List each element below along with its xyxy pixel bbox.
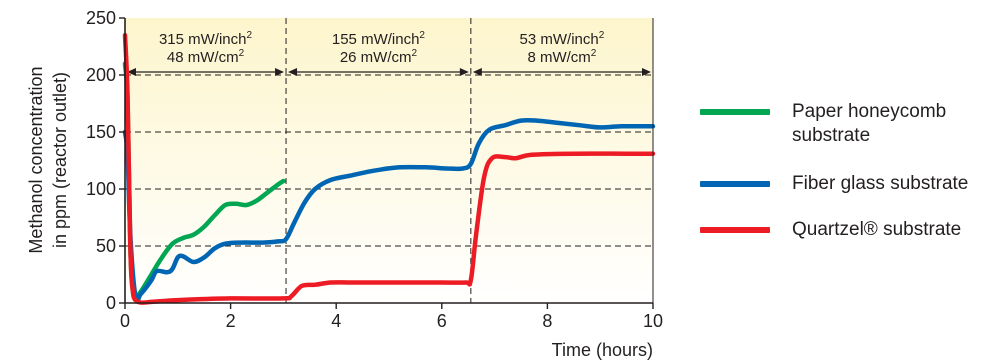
y-axis-title-line-2: in ppm (reactor outlet) bbox=[50, 72, 70, 248]
legend-swatch-fiber-glass bbox=[700, 181, 770, 187]
legend-label-quartzel: Quartzel® substrate bbox=[792, 219, 962, 240]
y-tick-label-150: 150 bbox=[86, 122, 116, 142]
series-line-quartzel-substrate bbox=[122, 32, 656, 305]
legend-swatch-quartzel bbox=[700, 227, 770, 233]
region-2-label-1: 155 mW/inch2 bbox=[332, 30, 426, 48]
legend-item-fiber-glass: Fiber glass substrate bbox=[700, 172, 1000, 196]
plot-background bbox=[125, 18, 653, 303]
region-arrowhead-right-3 bbox=[642, 68, 651, 76]
ticks: 0 50 100 150 200 250 0 2 4 6 8 10 bbox=[86, 8, 663, 331]
region-3-label-2: 8 mW/cm2 bbox=[527, 48, 596, 66]
legend-swatch-paper-honeycomb bbox=[700, 109, 770, 115]
y-tick-label-250: 250 bbox=[86, 8, 116, 28]
series bbox=[122, 32, 656, 305]
axes bbox=[124, 18, 654, 304]
region-1-label-2: 48 mW/cm2 bbox=[167, 48, 245, 66]
region-arrowhead-right-2 bbox=[459, 68, 469, 76]
region-arrowhead-right-1 bbox=[275, 68, 285, 76]
x-tick-label-10: 10 bbox=[643, 311, 663, 331]
y-axis-title-line-1: Methanol concentration bbox=[26, 66, 46, 253]
region-arrowhead-left-2 bbox=[288, 68, 298, 76]
region-arrowhead-left-1 bbox=[127, 68, 136, 76]
legend-label-paper-honeycomb: Paper honeycomb substrate bbox=[792, 101, 947, 146]
x-tick-label-0: 0 bbox=[120, 311, 130, 331]
y-tick-label-200: 200 bbox=[86, 65, 116, 85]
region-2-label-2: 26 mW/cm2 bbox=[340, 48, 418, 66]
y-axis-title: Methanol concentration in ppm (reactor o… bbox=[26, 66, 70, 253]
x-tick-label-4: 4 bbox=[331, 311, 341, 331]
legend-item-quartzel: Quartzel® substrate bbox=[700, 218, 1000, 242]
series-line-fiber-glass-substrate bbox=[122, 117, 656, 304]
region-3-label-1: 53 mW/inch2 bbox=[520, 30, 605, 48]
y-tick-label-100: 100 bbox=[86, 179, 116, 199]
x-tick-label-2: 2 bbox=[226, 311, 236, 331]
x-tick-label-6: 6 bbox=[437, 311, 447, 331]
x-axis-title: Time (hours) bbox=[552, 340, 653, 360]
legend-item-paper-honeycomb: Paper honeycomb substrate bbox=[700, 100, 1000, 148]
x-tick-label-8: 8 bbox=[542, 311, 552, 331]
y-tick-label-50: 50 bbox=[96, 236, 116, 256]
region-1-label-1: 315 mW/inch2 bbox=[159, 30, 253, 48]
y-tick-label-0: 0 bbox=[106, 293, 116, 313]
legend-label-fiber-glass: Fiber glass substrate bbox=[792, 173, 969, 194]
region-arrowhead-left-3 bbox=[472, 68, 482, 76]
grid bbox=[125, 74, 653, 247]
